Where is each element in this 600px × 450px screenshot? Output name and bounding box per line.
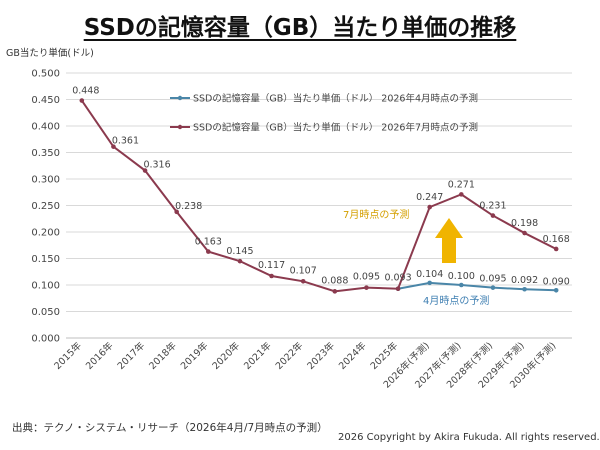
x-tick-label: 2025年 [368, 339, 401, 372]
y-tick-label: 0.150 [31, 254, 60, 265]
data-label: 0.090 [543, 276, 570, 287]
data-label: 0.088 [321, 275, 348, 286]
data-label: 0.231 [479, 201, 506, 212]
y-tick-label: 0.500 [31, 69, 60, 80]
data-label: 0.095 [479, 274, 506, 285]
legend-label: SSDの記憶容量（GB）当たり単価（ドル） 2026年7月時点の予測 [193, 122, 478, 134]
data-label: 0.448 [72, 86, 99, 97]
up-arrow-icon [435, 218, 463, 263]
data-label: 0.271 [448, 179, 475, 190]
data-point [237, 258, 243, 264]
legend-marker [177, 124, 183, 130]
y-tick-label: 0.050 [31, 307, 60, 318]
y-tick-label: 0.350 [31, 148, 60, 159]
data-label: 0.092 [511, 275, 538, 286]
legend-label: SSDの記憶容量（GB）当たり単価（ドル） 2026年4月時点の予測 [193, 93, 478, 105]
data-label: 0.100 [448, 271, 475, 282]
data-point [553, 246, 559, 252]
data-point [332, 289, 338, 294]
data-point [490, 285, 496, 290]
july-forecast-annotation: 7月時点の予測 [343, 208, 409, 221]
data-label: 0.316 [143, 160, 170, 171]
x-tick-label: 2020年 [210, 339, 243, 372]
data-label: 0.145 [226, 246, 253, 257]
april-forecast-annotation: 4月時点の予測 [423, 294, 489, 307]
y-axis-label: GB当たり単価(ドル) [6, 47, 94, 59]
data-label: 0.163 [195, 237, 222, 248]
data-point [300, 278, 306, 284]
x-tick-label: 2022年 [273, 339, 306, 372]
data-label: 0.238 [175, 201, 202, 212]
data-point [553, 288, 559, 293]
data-point [111, 144, 116, 149]
data-point [427, 204, 432, 210]
series-line [397, 281, 557, 292]
data-label: 0.198 [511, 218, 538, 229]
x-tick-label: 2023年 [305, 339, 338, 372]
data-label: 0.117 [258, 260, 285, 271]
data-point [142, 168, 148, 173]
y-tick-label: 0.450 [31, 95, 60, 106]
data-label: 0.247 [416, 192, 443, 203]
data-label: 0.093 [384, 273, 411, 284]
data-point [459, 282, 464, 288]
legend-marker [177, 95, 183, 101]
data-label: 0.095 [353, 272, 380, 283]
chart-title: SSDの記憶容量（GB）当たり単価の推移 [83, 15, 517, 41]
y-tick-label: 0.300 [31, 175, 60, 186]
data-point [206, 249, 211, 254]
data-label: 0.107 [290, 265, 317, 276]
data-point [364, 285, 369, 290]
data-point [79, 98, 85, 103]
x-tick-label: 2017年 [115, 339, 148, 372]
y-tick-label: 0.250 [31, 201, 60, 212]
data-label: 0.168 [543, 234, 570, 245]
data-point [522, 230, 527, 236]
x-tick-label: 2019年 [178, 339, 211, 372]
data-point [427, 280, 432, 286]
source-note: 出典：テクノ・システム・リサーチ（2026年4月/7月時点の予測） [12, 422, 328, 434]
x-tick-label: 2021年 [241, 339, 274, 372]
x-tick-label: 2018年 [147, 339, 180, 372]
data-point [490, 213, 496, 218]
series-line [80, 99, 557, 293]
y-tick-label: 0.000 [31, 334, 60, 345]
y-tick-label: 0.100 [31, 281, 60, 292]
data-point [395, 286, 401, 292]
data-label: 0.361 [112, 136, 139, 147]
data-point [174, 209, 179, 215]
copyright-note: 2026 Copyright by Akira Fukuda. All righ… [338, 432, 600, 443]
y-tick-label: 0.200 [31, 228, 60, 239]
y-tick-label: 0.400 [31, 122, 60, 133]
data-point [522, 286, 527, 292]
x-tick-label: 2016年 [83, 339, 116, 372]
data-label: 0.104 [416, 269, 443, 280]
x-tick-label: 2024年 [336, 339, 369, 372]
data-point [269, 273, 274, 279]
data-point [459, 192, 464, 197]
